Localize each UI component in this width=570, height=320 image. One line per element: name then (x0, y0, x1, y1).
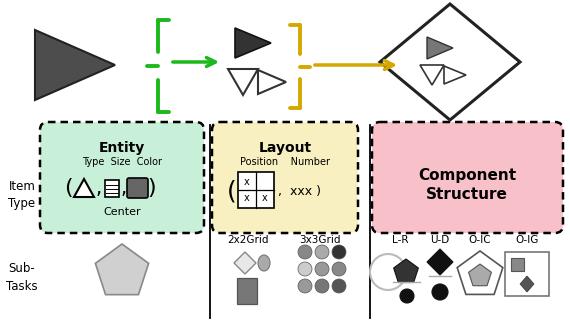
Polygon shape (228, 69, 258, 95)
Text: Entity: Entity (99, 141, 145, 155)
Text: Item
Type: Item Type (9, 180, 35, 211)
Text: x: x (244, 177, 250, 187)
Circle shape (432, 284, 448, 300)
Text: ,  xxx ): , xxx ) (279, 186, 321, 198)
Text: U-D: U-D (430, 235, 450, 245)
Circle shape (315, 279, 329, 293)
Polygon shape (427, 37, 453, 59)
Circle shape (332, 279, 346, 293)
Circle shape (298, 279, 312, 293)
Polygon shape (234, 252, 256, 274)
FancyBboxPatch shape (511, 258, 524, 271)
Polygon shape (457, 251, 503, 294)
Text: Position    Number: Position Number (240, 157, 330, 167)
FancyBboxPatch shape (505, 252, 549, 296)
Polygon shape (469, 264, 491, 286)
Text: Center: Center (103, 207, 141, 217)
Polygon shape (258, 70, 286, 94)
FancyBboxPatch shape (237, 278, 257, 304)
Text: Component
Structure: Component Structure (418, 168, 516, 203)
FancyBboxPatch shape (127, 178, 148, 198)
Polygon shape (95, 244, 149, 295)
Circle shape (332, 245, 346, 259)
Text: Layout: Layout (258, 141, 312, 155)
Circle shape (315, 262, 329, 276)
FancyBboxPatch shape (238, 172, 274, 208)
Text: O-IC: O-IC (469, 235, 491, 245)
Ellipse shape (258, 255, 270, 271)
Text: (: ( (227, 180, 237, 204)
Circle shape (298, 262, 312, 276)
Text: (: ( (64, 178, 72, 198)
Polygon shape (520, 276, 534, 292)
FancyBboxPatch shape (212, 122, 358, 233)
FancyBboxPatch shape (372, 122, 563, 233)
Polygon shape (427, 249, 453, 275)
Text: x: x (244, 193, 250, 203)
Text: Type  Size  Color: Type Size Color (82, 157, 162, 167)
Polygon shape (394, 259, 418, 283)
FancyBboxPatch shape (105, 180, 119, 197)
Circle shape (315, 245, 329, 259)
Circle shape (370, 254, 406, 290)
Circle shape (298, 245, 312, 259)
Polygon shape (420, 65, 444, 85)
Text: ,: , (121, 179, 127, 197)
Circle shape (400, 289, 414, 303)
Text: 3x3Grid: 3x3Grid (299, 235, 341, 245)
Text: Sub-
Tasks: Sub- Tasks (6, 262, 38, 293)
FancyBboxPatch shape (40, 122, 204, 233)
Circle shape (332, 262, 346, 276)
Text: ): ) (148, 178, 156, 198)
Polygon shape (444, 66, 466, 84)
Polygon shape (74, 179, 94, 197)
Polygon shape (235, 28, 271, 58)
Text: 2x2Grid: 2x2Grid (227, 235, 268, 245)
Text: x: x (262, 193, 268, 203)
Text: ,: , (96, 179, 102, 197)
Text: O-IG: O-IG (515, 235, 539, 245)
Polygon shape (380, 4, 520, 120)
Polygon shape (35, 30, 115, 100)
Text: L-R: L-R (392, 235, 408, 245)
